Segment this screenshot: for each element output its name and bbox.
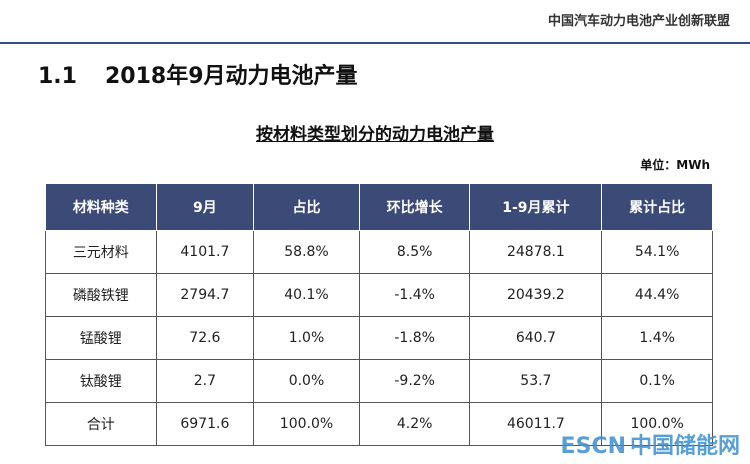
table-row: 钛酸锂 2.7 0.0% -9.2% 53.7 0.1% xyxy=(45,359,713,403)
data-table: 材料种类 9月 占比 环比增长 1-9月累计 累计占比 三元材料 4101.7 58.8% 8.5… xyxy=(45,183,713,446)
table-title: 按材料类型划分的动力电池产量 xyxy=(256,125,494,145)
org-name: 中国汽车动力电池产业创新联盟 xyxy=(547,14,730,29)
table-cell: 1.0% xyxy=(253,316,360,360)
table-cell: 0.0% xyxy=(253,359,360,403)
table-cell: 53.7 xyxy=(469,359,603,403)
row-label: 合计 xyxy=(45,402,157,446)
table-cell: 58.8% xyxy=(253,230,360,274)
table-row: 磷酸铁锂 2794.7 40.1% -1.4% 20439.2 44.4% xyxy=(45,273,713,317)
table-cell: 72.6 xyxy=(155,316,255,360)
column-header: 环比增长 xyxy=(358,183,471,231)
section-heading: 1.1 2018年9月动力电池产量 xyxy=(38,58,386,90)
column-header: 1-9月累计 xyxy=(469,183,603,231)
table-cell: 8.5% xyxy=(358,230,471,274)
row-label: 磷酸铁锂 xyxy=(45,273,157,317)
watermark-brand: ESCN xyxy=(560,434,626,459)
table-cell: 640.7 xyxy=(469,316,603,360)
table-cell: 4.2% xyxy=(358,402,471,446)
table-cell: 1.4% xyxy=(601,316,713,360)
row-label: 锰酸锂 xyxy=(45,316,157,360)
table-cell: 6971.6 xyxy=(155,402,255,446)
table-cell: 4101.7 xyxy=(155,230,255,274)
table-cell: 100.0% xyxy=(601,402,713,446)
section-number: 1.1 xyxy=(38,64,77,89)
column-header: 材料种类 xyxy=(45,183,157,231)
table-cell: 0.1% xyxy=(601,359,713,403)
table-cell: 40.1% xyxy=(253,273,360,317)
table-cell: 44.4% xyxy=(601,273,713,317)
watermark-name: 中国储能网 xyxy=(629,434,740,459)
column-header: 占比 xyxy=(253,183,360,231)
table-row: 锰酸锂 72.6 1.0% -1.8% 640.7 1.4% xyxy=(45,316,713,360)
table-cell: 20439.2 xyxy=(469,273,603,317)
table-cell: 2.7 xyxy=(155,359,255,403)
row-label: 钛酸锂 xyxy=(45,359,157,403)
table-row: 三元材料 4101.7 58.8% 8.5% 24878.1 54.1% xyxy=(45,230,713,274)
column-header: 9月 xyxy=(155,183,255,231)
table-cell: 46011.7 xyxy=(469,402,603,446)
column-header: 累计占比 xyxy=(601,183,713,231)
header-rule xyxy=(0,42,750,44)
table-cell: 100.0% xyxy=(253,402,360,446)
table-cell: 24878.1 xyxy=(469,230,603,274)
table-cell: -1.4% xyxy=(358,273,471,317)
table-cell: -1.8% xyxy=(358,316,471,360)
row-label: 三元材料 xyxy=(45,230,157,274)
table-cell: 54.1% xyxy=(601,230,713,274)
section-title: 2018年9月动力电池产量 xyxy=(104,64,358,89)
unit-label: 单位：MWh xyxy=(640,158,710,172)
watermark: ESCN 中国储能网 xyxy=(561,428,740,460)
table-cell: -9.2% xyxy=(358,359,471,403)
table-row: 合计 6971.6 100.0% 4.2% 46011.7 100.0% xyxy=(45,402,713,446)
header-row: 材料种类 9月 占比 环比增长 1-9月累计 累计占比 xyxy=(45,183,713,231)
table-cell: 2794.7 xyxy=(155,273,255,317)
